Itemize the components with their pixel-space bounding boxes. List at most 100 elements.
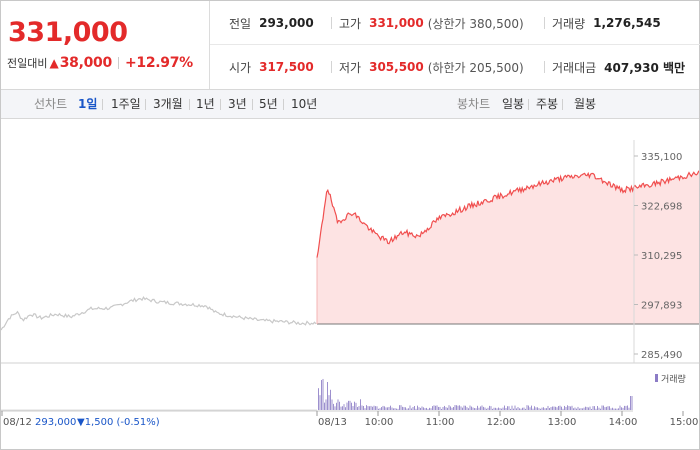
volume-bar [537,407,538,410]
volume-bar [556,407,558,410]
volume-bar [450,406,451,410]
volume-bar [607,406,609,410]
volume-bar [595,408,597,410]
volume-bar [445,407,447,410]
volume-bar [544,408,546,410]
volume-bar [519,408,520,410]
y-tick-label: 285,490 [641,350,682,361]
price-change: 전일대비 ▲ 38,000 +12.97% [7,55,193,71]
time-tick-label: 10:00 [365,417,394,428]
volume-bar [522,407,523,410]
volume-bar [396,408,397,410]
volume-bar [354,401,355,410]
volume-bar [376,406,378,410]
volume-bar [471,406,472,410]
volume-bar [327,382,328,410]
volume-bar [601,405,603,410]
volume-bar [552,406,553,410]
y-tick-label: 335,100 [641,152,682,163]
candle-weekly[interactable]: 주봉 [536,97,559,111]
volume-bar [432,406,433,410]
volume-bar [495,407,496,410]
volume-bar [535,407,537,410]
volume-bar [616,408,618,410]
candle-chart-label: 봉차트 [457,97,491,111]
volume-bar [498,407,499,410]
volume-bar [496,408,498,410]
volume-bar [375,406,376,410]
volume-bar [516,408,517,410]
divider [220,99,221,110]
prev-change-label: ▼1,500 (-0.51%) [77,417,160,428]
volume-bar [472,407,474,410]
volume-bar [489,405,490,410]
volume-bar [394,408,396,410]
period-1w[interactable]: 1주일 [111,97,141,111]
current-day-series [316,170,700,325]
volume-bar [325,399,327,410]
volume-bar [618,408,619,410]
volume-bar [339,401,340,410]
period-3m[interactable]: 3개월 [153,97,183,111]
previous-day-line [0,295,317,331]
volume-bar [429,407,430,410]
volume-bar [357,407,358,410]
volume-bar [444,405,445,410]
volume-bar [442,407,444,410]
stat-lower-limit: (하한가 205,500) [427,60,524,75]
volume-bar [387,407,388,410]
volume-bar [321,380,322,410]
period-5y[interactable]: 5년 [259,97,278,111]
volume-bar [388,406,390,410]
volume-bar [589,406,591,410]
stat-label: 고가 [339,16,362,31]
volume-bar [406,408,408,410]
volume-bar [502,407,504,410]
volume-bar [334,406,336,410]
volume-bar [459,405,460,410]
volume-bar [540,408,541,410]
volume-bar [511,405,513,410]
volume-bar [346,402,348,410]
period-1y[interactable]: 1년 [196,97,215,111]
period-10y[interactable]: 10년 [291,97,318,111]
volume-bar [541,407,543,410]
change-amount: 38,000 [59,55,113,71]
volume-bar [499,408,501,410]
volume-bar [408,408,409,410]
candle-daily[interactable]: 일봉 [502,97,525,111]
current-date-label: 08/13 [318,417,347,428]
volume-bar [438,406,439,410]
volume-bar [501,408,502,410]
volume-bar [567,405,568,410]
volume-bar [529,407,531,410]
volume-bar [546,408,547,410]
stat-open: 시가 317,500 [229,45,314,89]
chart-period-toolbar: 선차트 1일 1주일 3개월 1년 3년 5년 10년 봉차트 일봉 주봉 월봉 [1,89,699,119]
period-1d[interactable]: 1일 [78,97,98,111]
volume-bar [403,407,405,410]
stat-value: 407,930 백만 [604,60,686,75]
candle-monthly[interactable]: 월봉 [574,97,597,111]
volume-bar [418,407,420,410]
volume-bar [625,405,627,410]
stat-value: 331,000 [369,16,424,30]
volume-bar [609,406,610,410]
prev-date-label: 08/12 [3,417,32,428]
volume-bar [559,405,561,410]
time-tick-label: 11:00 [426,417,455,428]
volume-bar [372,406,373,410]
volume-bar [631,396,633,410]
volume-bar [576,408,577,410]
volume-bar [474,408,475,410]
period-3y[interactable]: 3년 [228,97,247,111]
volume-bar [405,407,406,410]
volume-bar [480,406,481,410]
volume-bar [463,405,465,410]
volume-bar [570,406,571,410]
volume-bar [561,406,562,410]
volume-bar [468,408,469,410]
volume-bar [435,405,436,410]
volume-bar [528,405,529,410]
